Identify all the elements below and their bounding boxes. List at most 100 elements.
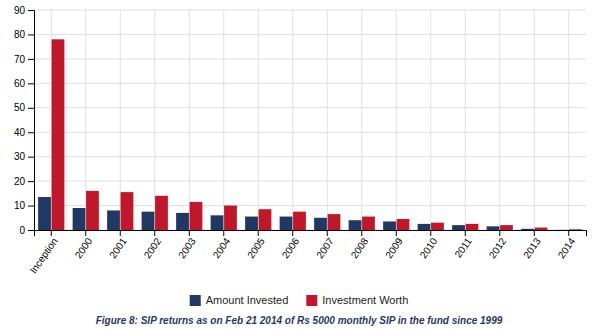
bar	[190, 202, 203, 230]
grid-line-x	[430, 10, 431, 230]
legend-item: Amount Invested	[190, 294, 289, 306]
legend-item: Investment Worth	[306, 294, 408, 306]
y-tick: 40	[14, 127, 34, 138]
bar	[121, 192, 134, 230]
grid-line-x	[292, 10, 293, 230]
x-tick-mark	[361, 230, 362, 236]
bar	[569, 229, 582, 230]
grid-line-y	[34, 181, 586, 182]
y-tick: 0	[19, 225, 34, 236]
x-tick-label: 2011	[452, 235, 474, 259]
legend: Amount Invested Investment Worth	[190, 294, 409, 306]
bar	[314, 218, 327, 230]
x-tick-mark	[465, 230, 466, 236]
x-tick-mark	[327, 230, 328, 236]
bar	[397, 219, 410, 230]
x-tick-label: 2009	[383, 235, 405, 260]
x-tick: 2012	[487, 230, 509, 260]
grid-line-x	[189, 10, 190, 230]
y-tick-label: 40	[14, 127, 26, 138]
y-tick-label: 80	[14, 29, 26, 40]
bar-series	[52, 39, 582, 230]
grid-line-x	[568, 10, 569, 230]
grid-line-x	[396, 10, 397, 230]
x-tick-label: 2012	[487, 235, 509, 260]
grid-line-y	[34, 132, 586, 133]
bar	[73, 208, 86, 230]
x-tick: 2014	[556, 230, 578, 260]
x-tick-label: 2006	[280, 235, 302, 260]
grid-line-x	[499, 10, 500, 230]
bar	[521, 229, 534, 230]
x-tick-mark	[85, 230, 86, 236]
bar	[383, 221, 396, 230]
x-tick: 2004	[211, 230, 233, 260]
bar	[556, 229, 569, 230]
bar	[86, 191, 99, 230]
y-axis: 0102030405060708090	[14, 5, 35, 236]
x-tick-mark	[568, 230, 569, 236]
bar	[431, 223, 444, 230]
x-tick-mark	[120, 230, 121, 236]
y-tick-mark	[28, 157, 34, 158]
x-axis-line	[35, 231, 587, 237]
x-tick-label: Inception	[28, 236, 60, 276]
y-tick-label: 20	[14, 176, 26, 187]
x-tick: 2011	[452, 230, 474, 260]
x-tick-mark	[223, 230, 224, 236]
x-tick-label: 2013	[521, 235, 543, 260]
bar	[500, 225, 513, 230]
grid-line-y	[34, 58, 586, 59]
y-tick-mark	[28, 34, 34, 35]
x-tick-label: 2004	[211, 235, 233, 260]
x-tick: 2009	[383, 230, 405, 260]
y-tick-mark	[28, 59, 34, 60]
y-tick-mark	[28, 132, 34, 133]
grid-line-y	[34, 83, 586, 84]
x-tick-label: 2001	[107, 235, 129, 260]
x-tick: 2008	[349, 230, 371, 260]
y-tick: 80	[14, 29, 34, 40]
bar	[52, 39, 65, 230]
y-tick: 10	[14, 200, 34, 211]
grid-line-y	[34, 34, 586, 35]
x-tick: 2006	[280, 230, 302, 260]
bar	[211, 215, 224, 230]
legend-swatch	[190, 295, 201, 306]
chart: 0102030405060708090Inception200020012002…	[0, 0, 598, 330]
bar-series	[38, 197, 568, 230]
x-tick-mark	[430, 230, 431, 236]
x-tick-label: 2003	[176, 235, 198, 260]
y-tick-mark	[28, 181, 34, 182]
bar	[224, 206, 237, 230]
x-tick-mark	[51, 230, 52, 236]
x-tick-label: 2007	[314, 235, 336, 260]
y-tick-mark	[28, 83, 34, 84]
y-tick-mark	[28, 206, 34, 207]
grid-line-x	[327, 10, 328, 230]
x-tick-mark	[499, 230, 500, 236]
x-tick-label: 2010	[418, 235, 440, 260]
bar	[349, 220, 362, 230]
grid-line-x	[258, 10, 259, 230]
grid	[34, 10, 586, 230]
x-tick-label: 2002	[142, 235, 164, 260]
y-tick: 20	[14, 176, 34, 187]
bar	[362, 217, 375, 230]
x-tick-label: 2008	[349, 235, 371, 260]
y-tick: 90	[14, 5, 34, 16]
x-tick: 2002	[142, 230, 164, 260]
x-tick-label: 2000	[73, 235, 95, 260]
y-tick-mark	[28, 230, 34, 231]
x-tick: 2005	[245, 230, 267, 260]
x-axis: Inception 2000 2001 2002 2003 2004 2005 2006 200…	[28, 230, 587, 275]
bar	[245, 217, 258, 230]
y-tick-label: 0	[19, 225, 25, 236]
x-tick-mark	[189, 230, 190, 236]
caption: Figure 8: SIP returns as on Feb 21 2014 …	[96, 315, 503, 326]
x-tick: 2013	[521, 230, 543, 260]
grid-line-y	[34, 107, 586, 108]
x-tick-mark	[292, 230, 293, 236]
bar	[38, 197, 51, 230]
y-tick-mark	[28, 108, 34, 109]
